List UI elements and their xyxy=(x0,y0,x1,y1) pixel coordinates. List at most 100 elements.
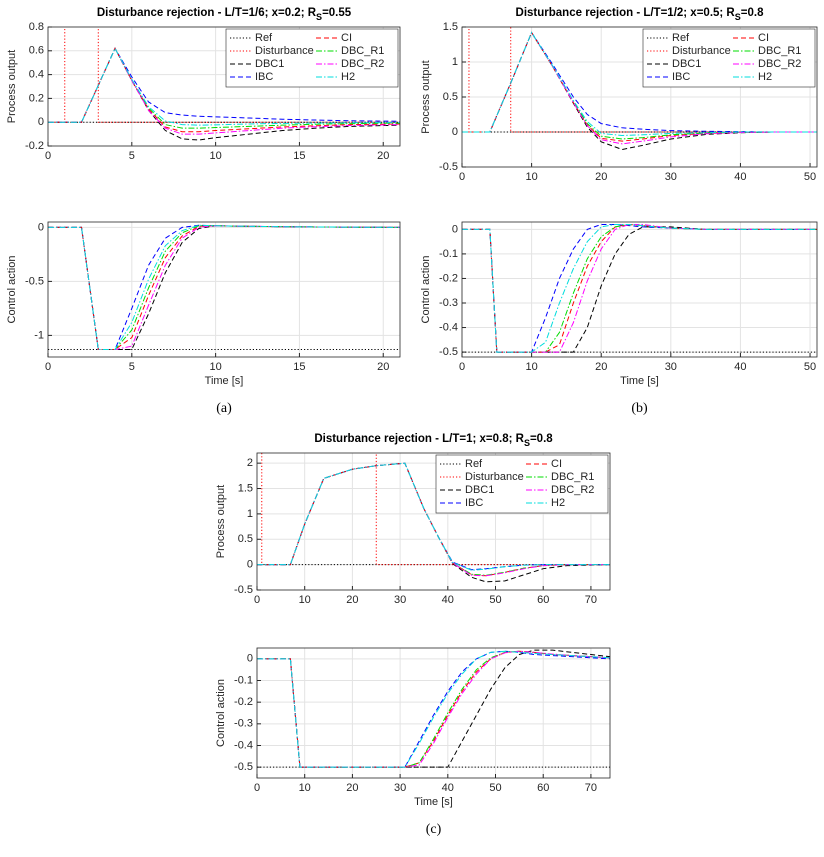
title-part: Disturbance rejection - L/T=1/2; x=0.5; … xyxy=(516,7,736,19)
axes-box xyxy=(256,452,611,591)
legend-label: CI xyxy=(758,32,769,44)
y-tick-label: 2 xyxy=(247,457,253,469)
axes-box xyxy=(256,647,611,779)
y-tick-label: 0.4 xyxy=(29,69,44,81)
axes-box xyxy=(461,221,818,358)
y-axis-label: Control action xyxy=(215,679,227,747)
y-tick-label: -0.4 xyxy=(234,739,253,751)
y-tick-label: -1 xyxy=(34,329,44,341)
legend-label: DBC_R1 xyxy=(341,45,384,57)
x-tick-label: 0 xyxy=(254,594,260,606)
x-tick-label: 30 xyxy=(665,171,677,183)
lines xyxy=(257,649,610,768)
y-axis-label: Control action xyxy=(420,256,432,324)
subplot: 0 5 10 15 20 -1 -0.5 0 Control action Time [s] (a) xyxy=(6,221,401,416)
y-tick-label: -0.1 xyxy=(439,248,458,260)
x-tick-label: 30 xyxy=(665,361,677,373)
y-axis-label: Process output xyxy=(6,50,18,123)
x-tick-label: 40 xyxy=(734,361,746,373)
series-line xyxy=(48,225,400,350)
x-tick-label: 70 xyxy=(585,594,597,606)
legend-label: IBC xyxy=(255,71,273,83)
x-tick-label: 10 xyxy=(299,594,311,606)
y-tick-label: 0 xyxy=(452,126,458,138)
y-tick-label: 1.5 xyxy=(238,482,253,494)
caption: (b) xyxy=(631,401,648,416)
y-tick-label: 0.2 xyxy=(29,92,44,104)
series-line xyxy=(48,47,400,129)
subplot: 0 10 20 30 40 50 60 70 -0.5 -0.4 -0.3 -0.2 -0.1 0 Cont… xyxy=(215,647,611,837)
x-tick-label: 30 xyxy=(394,782,406,794)
x-tick-label: 0 xyxy=(45,361,51,373)
legend-label: CI xyxy=(551,458,562,470)
x-tick-label: 50 xyxy=(804,361,816,373)
y-tick-label: 0 xyxy=(38,221,44,233)
legend-label: DBC_R1 xyxy=(551,471,594,483)
legend-label: DBC1 xyxy=(465,484,494,496)
x-axis-label: Time [s] xyxy=(205,375,244,387)
legend-label: Disturbance xyxy=(465,471,524,483)
legend-label: DBC_R2 xyxy=(341,58,384,70)
x-tick-label: 70 xyxy=(585,782,597,794)
plot-area xyxy=(257,648,610,778)
x-tick-label: 0 xyxy=(45,150,51,162)
x-tick-label: 0 xyxy=(459,171,465,183)
title-part: =0.8 xyxy=(741,7,764,19)
x-tick-label: 0 xyxy=(459,361,465,373)
x-tick-label: 50 xyxy=(489,594,501,606)
legend-label: H2 xyxy=(758,71,772,83)
x-tick-label: 5 xyxy=(129,361,135,373)
y-tick-label: 0.5 xyxy=(238,533,253,545)
plot-area xyxy=(462,222,817,357)
legend-label: DBC_R2 xyxy=(758,58,801,70)
title-part: Disturbance rejection - L/T=1; x=0.8; R xyxy=(314,433,524,445)
series-line xyxy=(48,224,400,350)
y-tick-label: 0 xyxy=(452,223,458,235)
series-line xyxy=(257,462,610,571)
legend-label: Ref xyxy=(465,458,483,470)
series-line xyxy=(48,47,400,123)
legend-box xyxy=(435,454,609,514)
legend-label: DBC_R2 xyxy=(551,484,594,496)
x-tick-label: 10 xyxy=(525,171,537,183)
x-tick-label: 60 xyxy=(537,594,549,606)
lines xyxy=(462,27,817,151)
y-tick-label: -0.5 xyxy=(234,584,253,596)
x-tick-label: 20 xyxy=(595,361,607,373)
x-tick-label: 10 xyxy=(209,150,221,162)
series-line xyxy=(462,31,817,137)
y-tick-label: -0.3 xyxy=(234,718,253,730)
y-tick-label: 0.6 xyxy=(29,45,44,57)
chart-title: Disturbance rejection - L/T=1; x=0.8; RS… xyxy=(314,433,553,448)
x-tick-label: 10 xyxy=(525,361,537,373)
y-tick-label: 0 xyxy=(247,559,253,571)
y-tick-label: 0 xyxy=(247,653,253,665)
x-tick-label: 20 xyxy=(346,782,358,794)
series-line xyxy=(48,47,400,133)
legend-label: DBC_R1 xyxy=(758,45,801,57)
title-part: S xyxy=(524,438,530,448)
lines xyxy=(48,27,400,141)
y-tick-label: 0.5 xyxy=(443,91,458,103)
x-tick-label: 20 xyxy=(377,150,389,162)
x-tick-label: 60 xyxy=(537,782,549,794)
subplot: 0 10 20 30 40 50 -0.5 -0.4 -0.3 -0.2 -0.1 0 Control … xyxy=(420,221,818,416)
title-part: =0.55 xyxy=(322,7,352,19)
x-tick-label: 20 xyxy=(346,594,358,606)
y-tick-label: 0 xyxy=(38,116,44,128)
y-tick-label: 1.5 xyxy=(443,21,458,33)
y-tick-label: -0.5 xyxy=(25,275,44,287)
legend-label: IBC xyxy=(465,497,483,509)
x-tick-label: 5 xyxy=(129,150,135,162)
legend-label: Ref xyxy=(255,32,273,44)
series-line xyxy=(48,47,400,126)
series-line xyxy=(257,650,610,768)
y-axis-label: Control action xyxy=(6,256,18,324)
caption: (c) xyxy=(426,822,442,837)
lines xyxy=(462,223,817,353)
x-tick-label: 50 xyxy=(804,171,816,183)
x-tick-label: 10 xyxy=(299,782,311,794)
